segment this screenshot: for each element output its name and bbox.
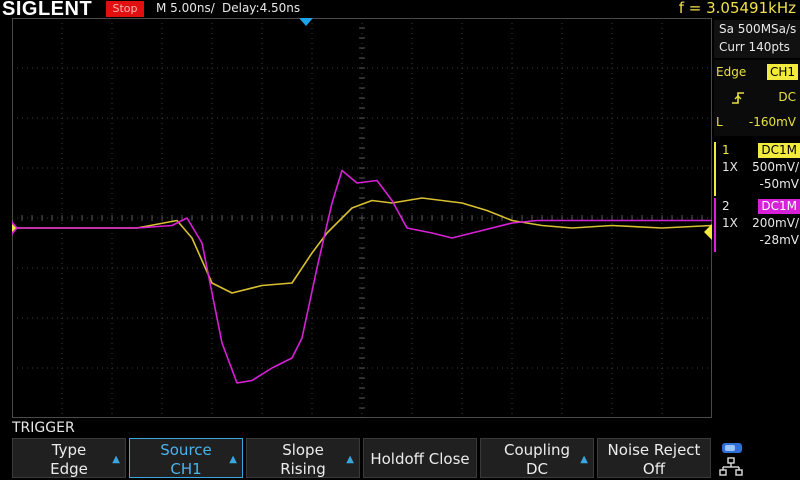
menu-title: TRIGGER — [12, 420, 75, 436]
softkey-slope-label: Slope — [282, 441, 324, 459]
network-icon — [719, 457, 743, 476]
channel-1-index: 1 — [722, 143, 730, 157]
usb-device-icon — [722, 443, 742, 453]
frequency-counter: f = 3.05491kHz — [678, 0, 796, 17]
timebase-readout: M 5.00ns/ — [156, 1, 215, 15]
softkey-coupling-value: DC — [525, 460, 549, 478]
softkey-noise-reject-label: Noise Reject — [607, 441, 701, 459]
softkey-coupling-arrow-icon: ▲ — [580, 454, 588, 465]
softkey-coupling[interactable]: Coupling DC ▲ — [480, 438, 594, 478]
run-stop-indicator[interactable]: Stop — [106, 1, 144, 17]
softkey-bar: Type Edge ▲ Source CH1 ▲ Slope Rising ▲ … — [12, 438, 712, 480]
channel-1-probe: 1X — [722, 160, 738, 174]
sample-rate: Sa 500MSa/s — [719, 22, 797, 36]
waveform-ch1 — [12, 197, 712, 294]
channel-2-scale: 200mV/ — [752, 216, 799, 230]
channel-1-offset: -50mV — [759, 177, 800, 191]
softkey-noise-reject-value: Off — [642, 460, 666, 478]
channel-1-coupling-badge: DC1M — [758, 143, 800, 158]
trigger-info-panel[interactable]: Edge CH1 DC L -160mV — [714, 60, 800, 136]
channel-2-panel[interactable]: 2 DC1M 1X 200mV/ -28mV — [714, 198, 800, 252]
top-status-bar: SIGLENT Stop M 5.00ns/ Delay:4.50ns f = … — [0, 0, 800, 20]
delay-readout: Delay:4.50ns — [222, 1, 301, 15]
trigger-level-marker — [704, 224, 712, 240]
brand-logo: SIGLENT — [2, 0, 93, 20]
softkey-noise-reject[interactable]: Noise Reject Off — [597, 438, 711, 478]
waveform-display — [12, 18, 712, 418]
channel-2-offset: -28mV — [759, 233, 800, 247]
softkey-slope-arrow-icon: ▲ — [346, 454, 354, 465]
softkey-type-arrow-icon: ▲ — [112, 454, 120, 465]
channel-2-index: 2 — [722, 199, 730, 213]
softkey-type-value: Edge — [50, 460, 88, 478]
acquisition-panel: Sa 500MSa/s Curr 140pts — [714, 20, 800, 58]
softkey-type[interactable]: Type Edge ▲ — [12, 438, 126, 478]
softkey-coupling-label: Coupling — [503, 441, 571, 459]
trigger-position-marker — [299, 18, 313, 26]
softkey-holdoff-label: Holdoff Close — [370, 450, 470, 468]
trigger-level: -160mV — [748, 115, 796, 129]
channel-2-probe: 1X — [722, 216, 738, 230]
softkey-source-arrow-icon: ▲ — [229, 454, 237, 465]
channel-2-coupling-badge: DC1M — [758, 199, 800, 214]
waveform-ch2 — [12, 169, 712, 384]
trigger-type: Edge — [716, 65, 747, 79]
softkey-slope-value: Rising — [280, 460, 326, 478]
softkey-holdoff[interactable]: Holdoff Close — [363, 438, 477, 478]
softkey-source[interactable]: Source CH1 ▲ — [129, 438, 243, 478]
softkey-type-label: Type — [51, 441, 87, 459]
softkey-source-value: CH1 — [170, 460, 202, 478]
softkey-slope[interactable]: Slope Rising ▲ — [246, 438, 360, 478]
memory-points: Curr 140pts — [719, 40, 790, 54]
channel-1-panel[interactable]: 1 DC1M 1X 500mV/ -50mV — [714, 142, 800, 196]
trigger-coupling: DC — [778, 90, 796, 104]
rising-edge-icon — [716, 85, 746, 110]
status-icons — [719, 443, 743, 476]
channel-1-ground-marker — [12, 224, 16, 232]
channel-1-scale: 500mV/ — [752, 160, 799, 174]
trigger-source-badge: CH1 — [766, 64, 798, 80]
trigger-level-label: L — [716, 115, 723, 129]
softkey-source-label: Source — [160, 441, 212, 459]
